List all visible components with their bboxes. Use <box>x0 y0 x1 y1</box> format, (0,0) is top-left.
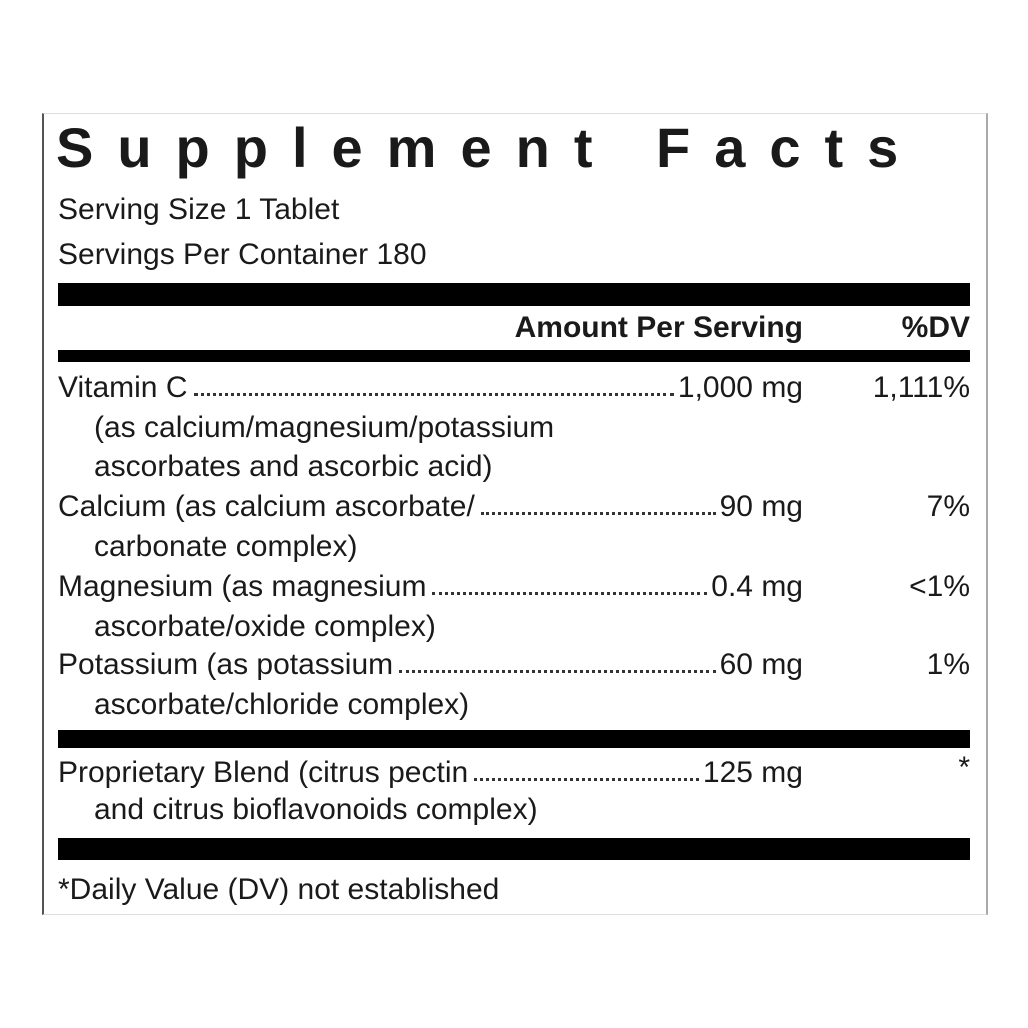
nutrient-row: Vitamin C 1,000 mg <box>58 370 803 406</box>
serving-size: Serving Size 1 Tablet <box>58 193 340 226</box>
nutrient-dv: 1% <box>926 648 970 681</box>
header-dv: %DV <box>901 311 970 344</box>
nutrient-name: Vitamin C <box>58 371 188 404</box>
nutrient-name: Magnesium (as magnesium <box>58 570 427 603</box>
nutrient-detail: ascorbates and ascorbic acid) <box>94 450 493 483</box>
nutrient-detail: ascorbate/chloride complex) <box>94 688 470 721</box>
divider <box>58 730 970 748</box>
nutrient-row: Magnesium (as magnesium 0.4 mg <box>58 569 803 605</box>
footnote: *Daily Value (DV) not established <box>58 873 500 906</box>
nutrient-dv: 7% <box>926 490 970 523</box>
nutrient-row: Calcium (as calcium ascorbate/90 mg <box>58 489 803 525</box>
nutrient-amount: 0.4 mg <box>711 570 803 603</box>
divider <box>58 838 970 860</box>
servings-per-container: Servings Per Container 180 <box>58 238 427 271</box>
blend-row: Proprietary Blend (citrus pectin 125 mg <box>58 755 803 791</box>
nutrient-row: Potassium (as potassium 60 mg <box>58 647 803 683</box>
blend-amount: 125 mg <box>702 756 803 789</box>
nutrient-name: Calcium (as calcium ascorbate/ <box>58 490 475 523</box>
blend-detail: and citrus bioflavonoids complex) <box>94 793 538 826</box>
nutrient-amount: 60 mg <box>719 648 803 681</box>
nutrient-amount: 1,000 mg <box>677 371 803 404</box>
blend-dv: * <box>958 751 970 784</box>
nutrient-dv: 1,111% <box>872 371 970 404</box>
title: Supplement Facts <box>56 116 923 179</box>
header-amount: Amount Per Serving <box>514 311 803 344</box>
blend-name: Proprietary Blend (citrus pectin <box>58 756 469 789</box>
label-panel <box>42 113 988 915</box>
nutrient-detail: carbonate complex) <box>94 530 358 563</box>
nutrient-detail: ascorbate/oxide complex) <box>94 610 436 643</box>
nutrient-amount: 90 mg <box>719 490 803 523</box>
nutrient-detail: (as calcium/magnesium/potassium <box>94 411 555 444</box>
divider <box>58 350 970 362</box>
nutrient-dv: <1% <box>909 570 970 603</box>
nutrient-name: Potassium (as potassium <box>58 648 394 681</box>
divider <box>58 283 970 306</box>
